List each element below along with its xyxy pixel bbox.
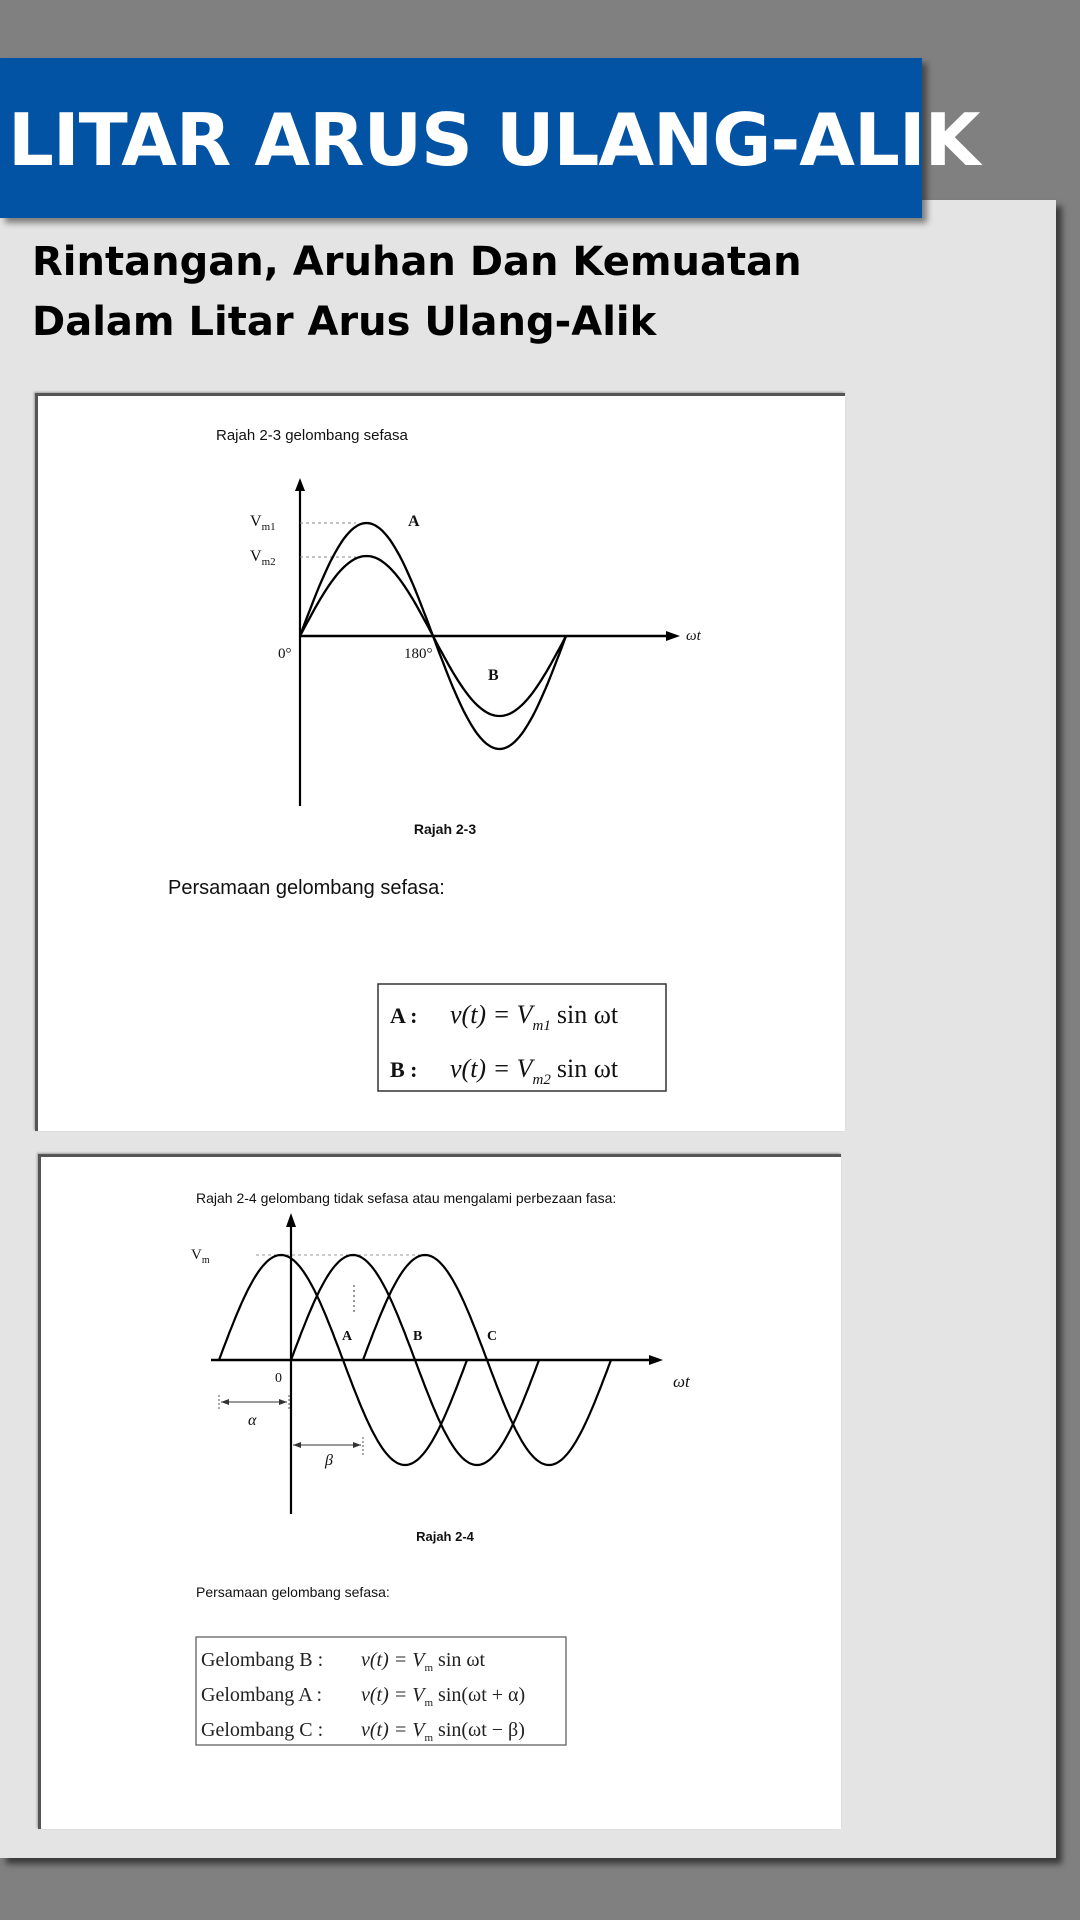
beta-arrow-left bbox=[293, 1442, 301, 1448]
label-origin-0: 0° bbox=[278, 646, 292, 662]
label-wave-b: B bbox=[488, 667, 499, 684]
figure2-equation-box bbox=[195, 1636, 567, 1746]
eq2-c-line: Gelombang C : v(t) = Vm sin(ωt − β) bbox=[201, 1719, 525, 1744]
figure2-y-axis-arrow bbox=[286, 1213, 296, 1227]
label-vm: Vm bbox=[191, 1247, 210, 1266]
eq1-b-label: B : bbox=[390, 1057, 418, 1082]
figure2-caption-bottom: Rajah 2-4 bbox=[416, 1529, 475, 1544]
eq2-a-line: Gelombang A : v(t) = Vm sin(ωt + α) bbox=[201, 1684, 525, 1709]
figure-panel-out-of-phase: Rajah 2-4 gelombang tidak sefasa atau me… bbox=[38, 1154, 841, 1829]
label-alpha: α bbox=[248, 1412, 257, 1429]
figure-panel-in-phase: Rajah 2-3 gelombang sefasa Vm1 Vm2 0° 18… bbox=[35, 393, 845, 1131]
label-vm1: Vm1 bbox=[250, 513, 276, 533]
in-phase-wave-figure: Rajah 2-3 gelombang sefasa Vm1 Vm2 0° 18… bbox=[168, 427, 702, 1092]
figure2-caption-top: Rajah 2-4 gelombang tidak sefasa atau me… bbox=[196, 1190, 616, 1206]
label-vm2: Vm2 bbox=[250, 548, 276, 568]
label-omega-t: ωt bbox=[686, 628, 702, 644]
label-beta: β bbox=[324, 1452, 333, 1469]
label-180: 180° bbox=[404, 646, 433, 662]
subtitle-line-1: Rintangan, Aruhan Dan Kemuatan bbox=[32, 239, 802, 285]
alpha-arrow-right bbox=[279, 1399, 287, 1405]
figure2-x-axis-arrow bbox=[649, 1355, 663, 1365]
wave-c-curve bbox=[361, 1253, 613, 1467]
out-of-phase-wave-figure: Rajah 2-4 gelombang tidak sefasa atau me… bbox=[191, 1190, 691, 1746]
beta-arrow-right bbox=[353, 1442, 361, 1448]
slide-subtitle: Rintangan, Aruhan Dan Kemuatan Dalam Lit… bbox=[32, 232, 932, 352]
subtitle-line-2: Dalam Litar Arus Ulang-Alik bbox=[32, 299, 657, 345]
wave-a-curve bbox=[217, 1253, 469, 1467]
label-omega-t: ωt bbox=[673, 1372, 691, 1391]
label-wave-a: A bbox=[342, 1329, 353, 1344]
wave-b-curve bbox=[289, 1253, 541, 1467]
alpha-arrow-left bbox=[221, 1399, 229, 1405]
figure1-x-axis-arrow bbox=[666, 631, 680, 641]
figure1-equation-heading: Persamaan gelombang sefasa: bbox=[168, 877, 445, 899]
eq1-a-formula: v(t) = Vm1 sin ωt bbox=[450, 1000, 619, 1034]
label-wave-c: C bbox=[487, 1329, 497, 1344]
label-wave-a: A bbox=[408, 513, 420, 530]
eq2-b-line: Gelombang B : v(t) = Vm sin ωt bbox=[201, 1649, 486, 1674]
figure1-caption-bottom: Rajah 2-3 bbox=[414, 821, 476, 837]
label-wave-b: B bbox=[413, 1329, 422, 1344]
figure1-equation-box bbox=[377, 983, 667, 1092]
figure1-y-axis-arrow bbox=[295, 478, 305, 491]
slide-title: LITAR ARUS ULANG-ALIK bbox=[8, 98, 980, 182]
eq1-a-label: A : bbox=[390, 1003, 418, 1028]
label-origin-0: 0 bbox=[275, 1371, 282, 1386]
figure2-equation-heading: Persamaan gelombang sefasa: bbox=[196, 1584, 390, 1600]
eq1-b-formula: v(t) = Vm2 sin ωt bbox=[450, 1054, 619, 1088]
wave-b-curve bbox=[298, 554, 568, 718]
title-banner bbox=[0, 58, 922, 218]
figure1-caption-top: Rajah 2-3 gelombang sefasa bbox=[216, 427, 408, 444]
